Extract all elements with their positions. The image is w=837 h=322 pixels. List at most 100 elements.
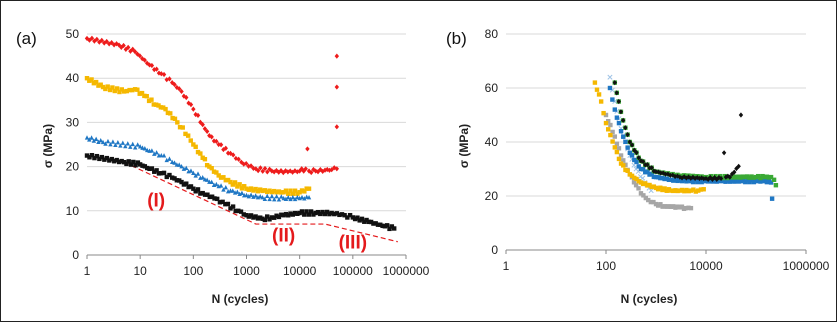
data-point xyxy=(258,215,263,220)
data-point xyxy=(760,173,765,179)
data-point xyxy=(352,216,358,222)
data-point xyxy=(113,142,118,148)
data-point xyxy=(215,196,220,202)
data-point xyxy=(202,192,208,197)
data-point xyxy=(718,173,723,179)
data-point xyxy=(195,112,201,118)
data-point xyxy=(118,143,123,148)
chart-panel-a: (a) 0 10 20 30 40 50 1 10 100 1000 10000 100000 1000… xyxy=(16,27,430,306)
data-point xyxy=(228,150,233,156)
data-point xyxy=(272,188,277,194)
data-point xyxy=(179,164,184,169)
data-point xyxy=(128,162,134,167)
data-point xyxy=(188,102,194,108)
data-point xyxy=(231,152,236,158)
region-label: (II) xyxy=(272,226,295,247)
data-point xyxy=(756,173,761,179)
data-point xyxy=(727,179,733,184)
data-point xyxy=(612,145,618,150)
data-point xyxy=(753,174,759,180)
data-point xyxy=(246,187,251,192)
data-point xyxy=(115,139,121,145)
data-point xyxy=(279,212,284,217)
data-point xyxy=(334,166,340,172)
data-point xyxy=(135,87,140,92)
data-point xyxy=(135,160,141,165)
data-point xyxy=(235,184,240,189)
data-point xyxy=(329,210,334,216)
data-point xyxy=(100,139,106,145)
data-point xyxy=(152,151,157,156)
y-axis-title-a: σ (MPa) xyxy=(41,124,55,168)
data-point xyxy=(128,144,133,149)
data-point xyxy=(297,190,302,195)
data-point xyxy=(320,209,325,215)
data-point xyxy=(688,188,694,193)
data-point xyxy=(156,171,162,176)
x-axis-title-b: N (cycles) xyxy=(621,292,678,306)
data-point xyxy=(286,195,291,200)
data-point xyxy=(114,86,120,91)
data-point xyxy=(286,191,291,196)
data-point xyxy=(274,194,279,199)
data-point xyxy=(193,144,198,150)
data-point xyxy=(121,42,126,49)
data-point xyxy=(87,155,92,160)
data-point xyxy=(110,139,116,144)
data-point xyxy=(606,118,611,124)
data-point xyxy=(281,190,286,195)
data-point xyxy=(306,186,312,191)
data-point xyxy=(288,211,293,216)
data-point xyxy=(191,186,196,191)
data-point xyxy=(306,212,312,217)
data-point xyxy=(123,46,129,52)
data-point xyxy=(596,92,602,97)
data-point xyxy=(107,87,113,93)
data-point xyxy=(237,182,242,187)
data-point xyxy=(260,194,265,200)
data-point xyxy=(114,157,119,163)
data-point xyxy=(675,188,680,194)
data-point xyxy=(646,197,651,203)
data-point xyxy=(109,40,114,46)
data-point xyxy=(625,168,630,173)
data-point xyxy=(305,146,310,152)
data-point xyxy=(181,93,187,99)
data-point xyxy=(191,142,196,147)
series-yellow xyxy=(84,76,312,196)
data-point xyxy=(392,226,397,231)
data-point xyxy=(248,186,254,191)
data-point xyxy=(618,161,624,166)
data-point xyxy=(176,162,182,167)
data-point xyxy=(98,137,103,143)
data-point xyxy=(673,205,678,210)
data-point xyxy=(217,200,223,205)
data-point xyxy=(662,186,667,191)
data-point xyxy=(110,85,115,90)
data-point xyxy=(117,159,122,165)
data-point xyxy=(216,173,221,178)
data-point xyxy=(625,145,630,150)
data-point xyxy=(297,210,302,216)
data-point xyxy=(147,166,152,172)
data-point xyxy=(200,175,205,180)
data-point xyxy=(205,192,210,197)
data-point xyxy=(142,57,147,63)
data-point xyxy=(364,217,369,223)
data-point xyxy=(649,165,654,171)
data-point xyxy=(265,193,270,198)
data-point xyxy=(255,168,261,174)
data-point xyxy=(295,211,300,216)
data-point xyxy=(625,132,630,138)
data-point xyxy=(614,90,619,96)
data-point xyxy=(127,87,132,93)
data-point xyxy=(225,201,231,207)
data-point xyxy=(640,158,646,165)
data-point xyxy=(614,149,620,155)
data-point xyxy=(684,175,689,181)
data-point xyxy=(230,204,236,209)
data-point xyxy=(191,106,196,112)
data-point xyxy=(302,196,307,201)
data-point xyxy=(111,42,117,48)
data-point xyxy=(159,152,164,158)
